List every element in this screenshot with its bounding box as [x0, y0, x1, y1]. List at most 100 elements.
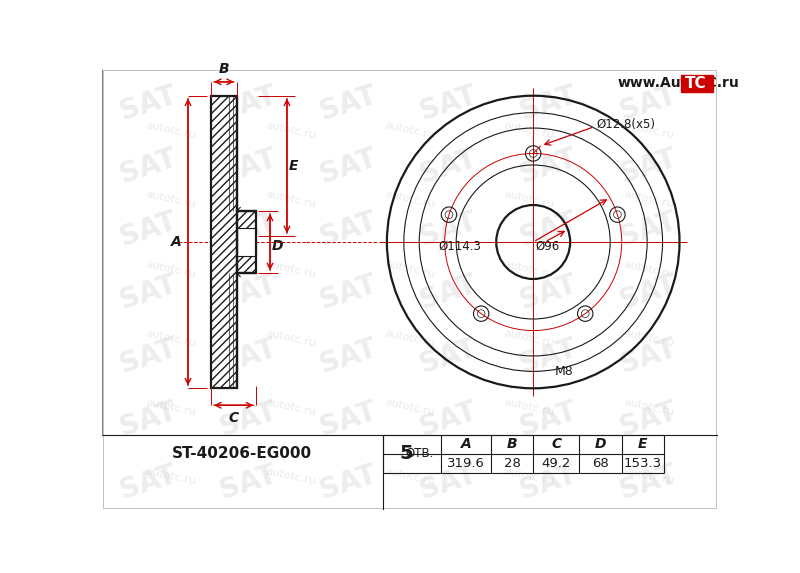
Text: SAT: SAT: [417, 207, 481, 252]
Text: autotc.ru: autotc.ru: [384, 120, 436, 140]
Text: autotc.ru: autotc.ru: [622, 190, 674, 210]
Text: SAT: SAT: [116, 397, 180, 441]
Text: SAT: SAT: [417, 397, 481, 441]
Text: SAT: SAT: [617, 207, 681, 252]
Text: autotc.ru: autotc.ru: [384, 190, 436, 210]
Text: C: C: [551, 437, 562, 451]
Text: Ø96: Ø96: [535, 240, 560, 252]
Text: D: D: [595, 437, 606, 451]
Text: autotc.ru: autotc.ru: [146, 328, 198, 348]
Text: SAT: SAT: [517, 460, 581, 505]
Bar: [237, 256, 256, 273]
Text: SAT: SAT: [316, 397, 381, 441]
Text: M8: M8: [554, 365, 574, 378]
Text: autotc.ru: autotc.ru: [622, 259, 674, 279]
Text: autotc.ru: autotc.ru: [265, 328, 317, 348]
Text: SAT: SAT: [216, 207, 280, 252]
Text: 153.3: 153.3: [624, 457, 662, 470]
Text: TC: TC: [685, 76, 706, 91]
Text: autotc.ru: autotc.ru: [146, 466, 198, 487]
Text: SAT: SAT: [617, 81, 681, 125]
Text: E: E: [289, 159, 298, 173]
Text: B: B: [506, 437, 518, 451]
Text: autotc.ru: autotc.ru: [146, 190, 198, 210]
Text: ST-40206-EG000: ST-40206-EG000: [172, 446, 312, 461]
Text: SAT: SAT: [316, 333, 381, 378]
Text: SAT: SAT: [116, 144, 180, 189]
Text: SAT: SAT: [417, 144, 481, 189]
Text: SAT: SAT: [417, 81, 481, 125]
Bar: [237, 211, 256, 273]
Text: E: E: [638, 437, 648, 451]
Text: autotc.ru: autotc.ru: [622, 120, 674, 140]
Text: SAT: SAT: [316, 81, 381, 125]
Text: Ø12.8(x5): Ø12.8(x5): [596, 117, 655, 131]
Text: SAT: SAT: [517, 333, 581, 378]
Text: autotc.ru: autotc.ru: [503, 466, 555, 487]
Bar: [237, 228, 256, 256]
Text: autotc.ru: autotc.ru: [384, 259, 436, 279]
Text: SAT: SAT: [116, 207, 180, 252]
Text: SAT: SAT: [116, 81, 180, 125]
Text: SAT: SAT: [617, 333, 681, 378]
Text: SAT: SAT: [116, 460, 180, 505]
Text: SAT: SAT: [316, 460, 381, 505]
Text: SAT: SAT: [517, 397, 581, 441]
Text: autotc.ru: autotc.ru: [146, 397, 198, 418]
Text: C: C: [229, 411, 238, 425]
Text: SAT: SAT: [216, 144, 280, 189]
Text: SAT: SAT: [517, 270, 581, 315]
Text: autotc.ru: autotc.ru: [384, 466, 436, 487]
Text: autotc.ru: autotc.ru: [503, 190, 555, 210]
Text: A: A: [171, 235, 182, 249]
Text: SAT: SAT: [316, 144, 381, 189]
Text: autotc.ru: autotc.ru: [503, 120, 555, 140]
Bar: [681, 75, 714, 92]
Text: SAT: SAT: [417, 333, 481, 378]
Text: ОТВ.: ОТВ.: [406, 448, 434, 460]
Text: SAT: SAT: [216, 333, 280, 378]
Text: SAT: SAT: [116, 270, 180, 315]
Text: SAT: SAT: [617, 144, 681, 189]
Text: 28: 28: [503, 457, 521, 470]
Text: SAT: SAT: [216, 81, 280, 125]
Text: autotc.ru: autotc.ru: [622, 328, 674, 348]
Text: SAT: SAT: [517, 207, 581, 252]
Text: Ø114.3: Ø114.3: [438, 240, 481, 252]
Text: 5: 5: [399, 444, 413, 463]
Text: SAT: SAT: [316, 207, 381, 252]
Text: autotc.ru: autotc.ru: [265, 466, 317, 487]
Text: autotc.ru: autotc.ru: [265, 120, 317, 140]
Text: SAT: SAT: [517, 81, 581, 125]
Text: autotc.ru: autotc.ru: [622, 466, 674, 487]
Text: autotc.ru: autotc.ru: [146, 120, 198, 140]
Text: autotc.ru: autotc.ru: [503, 259, 555, 279]
Text: SAT: SAT: [617, 270, 681, 315]
Bar: [211, 96, 237, 388]
Text: www.AutoTC.ru: www.AutoTC.ru: [618, 76, 740, 89]
Text: 68: 68: [592, 457, 609, 470]
Text: SAT: SAT: [216, 270, 280, 315]
Bar: [237, 211, 256, 228]
Text: autotc.ru: autotc.ru: [503, 397, 555, 418]
Text: autotc.ru: autotc.ru: [265, 397, 317, 418]
Text: SAT: SAT: [216, 397, 280, 441]
Text: autotc.ru: autotc.ru: [384, 397, 436, 418]
Text: SAT: SAT: [116, 333, 180, 378]
Text: autotc.ru: autotc.ru: [622, 397, 674, 418]
Text: SAT: SAT: [617, 460, 681, 505]
Text: autotc.ru: autotc.ru: [265, 259, 317, 279]
Text: SAT: SAT: [216, 460, 280, 505]
Text: autotc.ru: autotc.ru: [146, 259, 198, 279]
Text: D: D: [271, 239, 283, 253]
Bar: [211, 96, 237, 388]
Text: B: B: [218, 62, 230, 76]
Text: SAT: SAT: [517, 144, 581, 189]
Text: autotc.ru: autotc.ru: [384, 328, 436, 348]
Text: A: A: [461, 437, 471, 451]
Text: autotc.ru: autotc.ru: [265, 190, 317, 210]
Text: autotc.ru: autotc.ru: [503, 328, 555, 348]
Text: SAT: SAT: [417, 460, 481, 505]
Text: SAT: SAT: [617, 397, 681, 441]
Text: 319.6: 319.6: [447, 457, 485, 470]
